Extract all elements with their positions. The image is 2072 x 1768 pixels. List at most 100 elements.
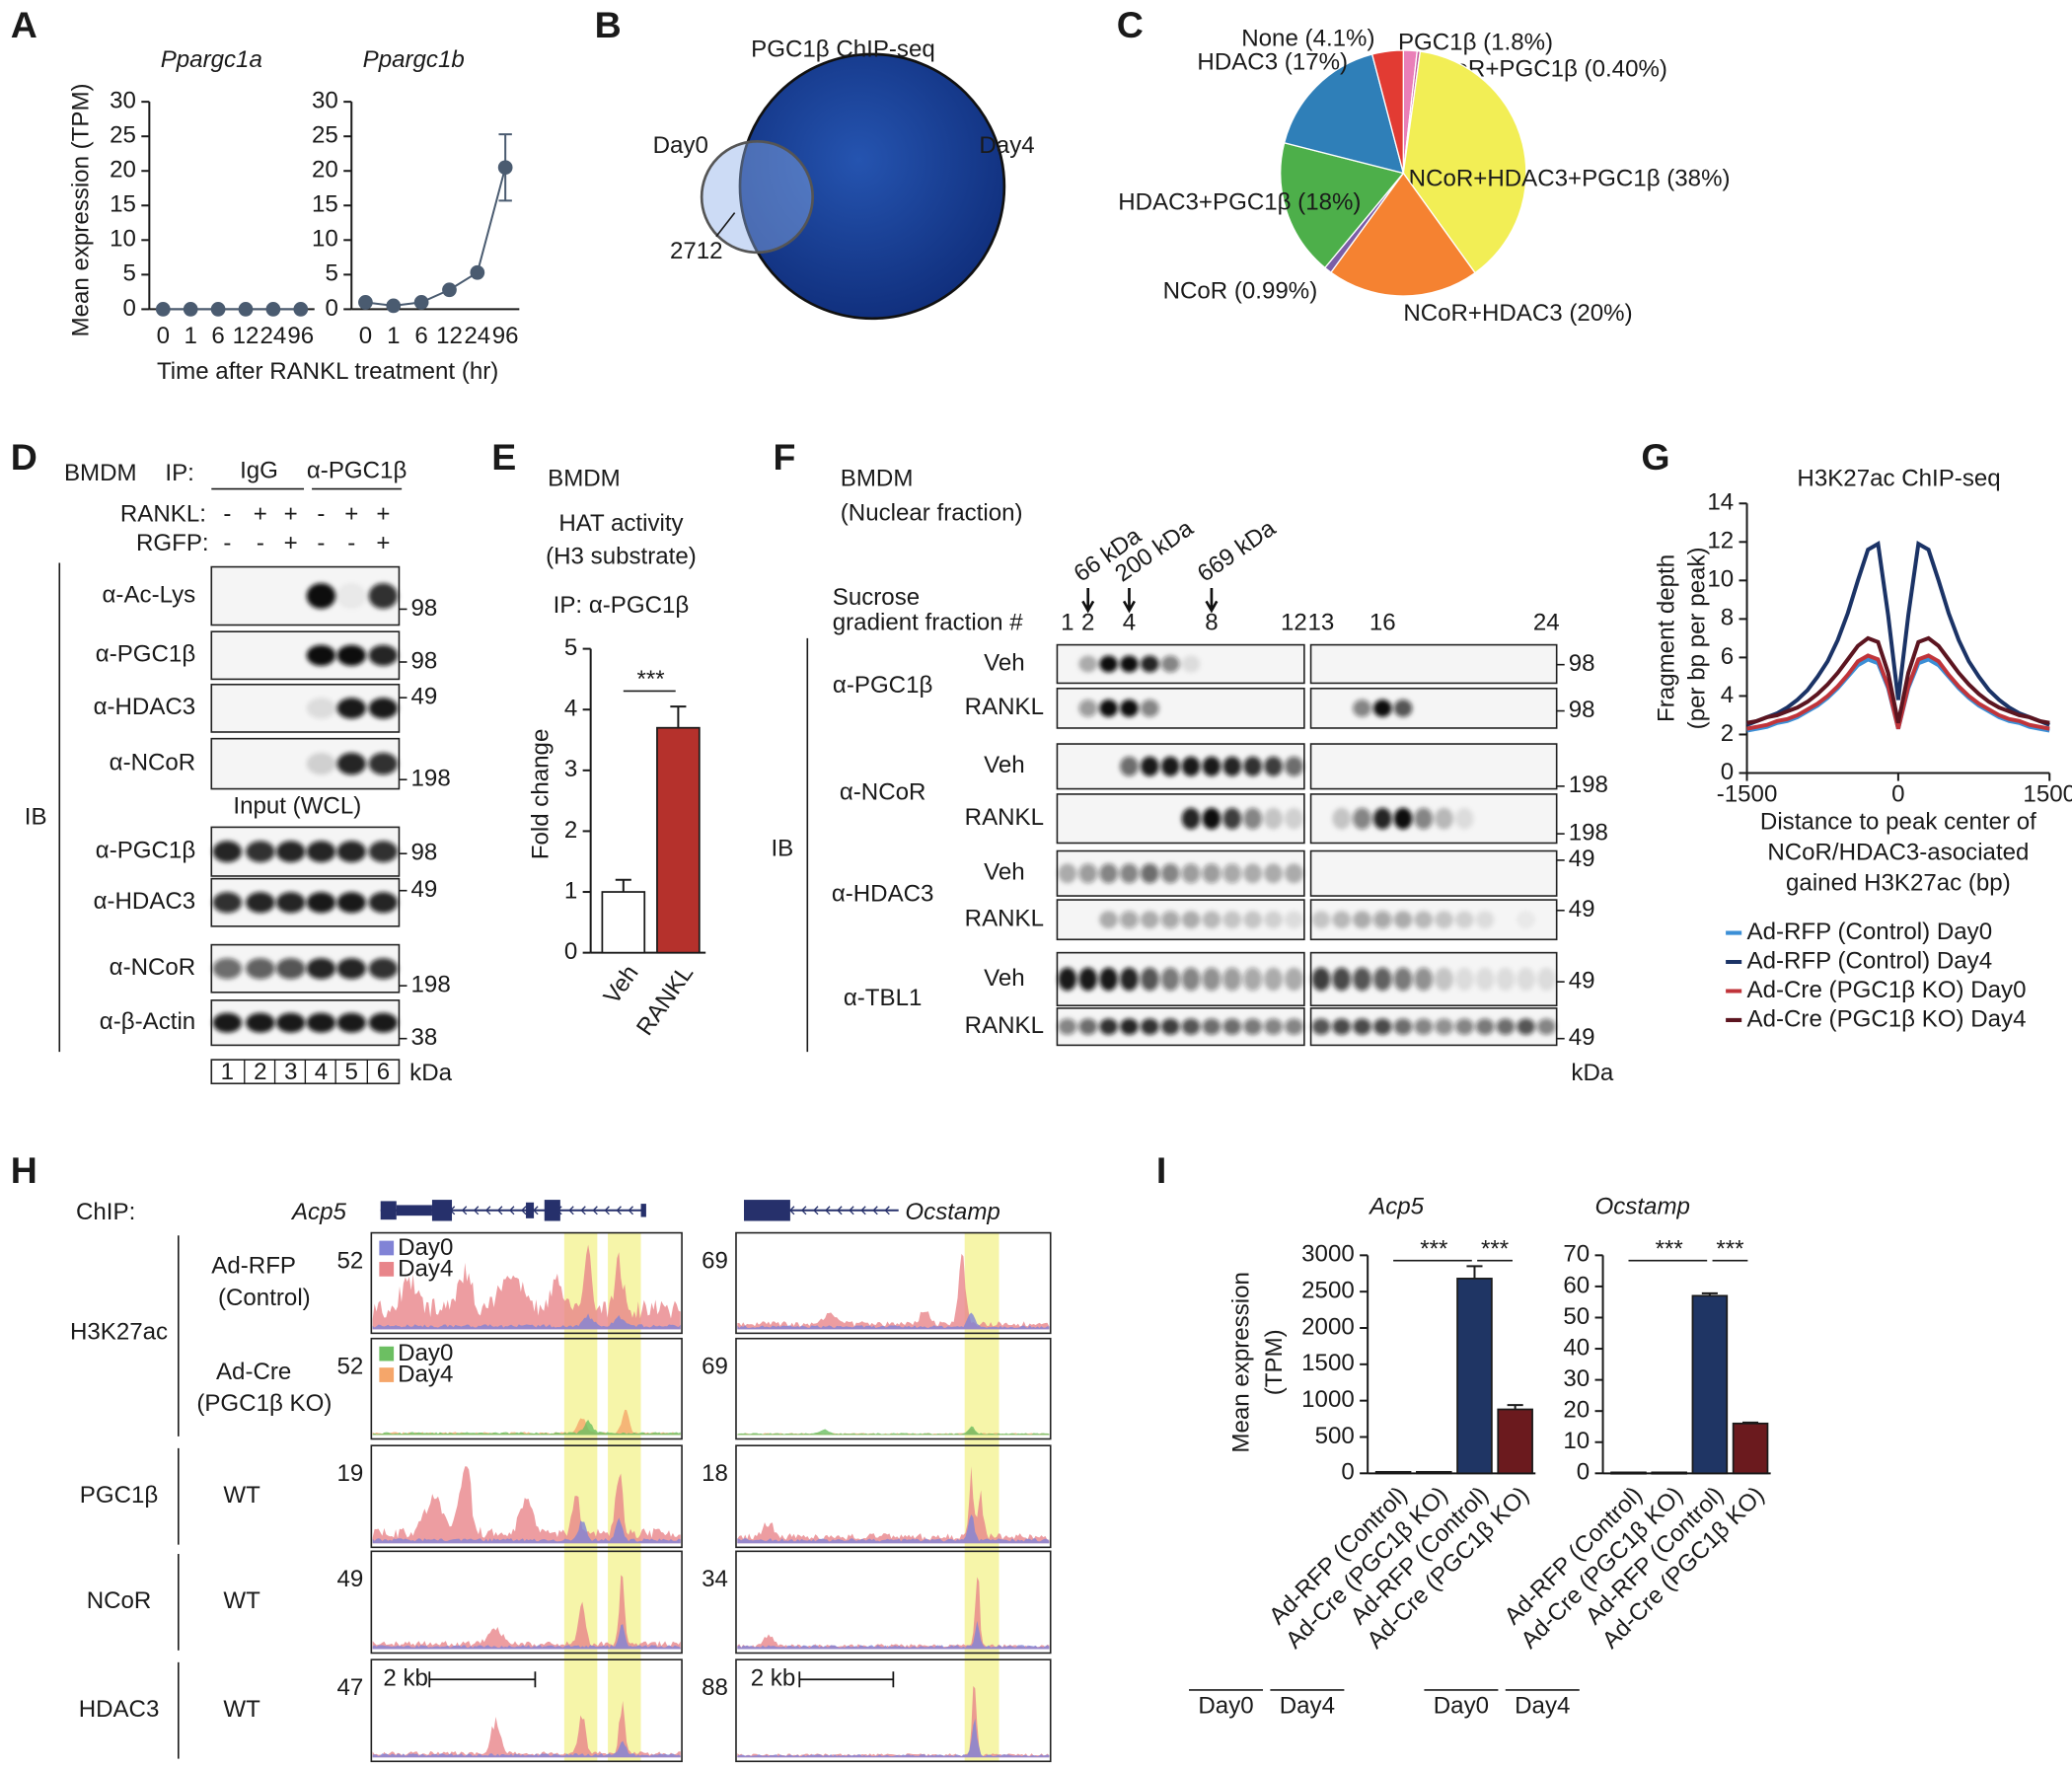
scale-bar-label: 2 kb [383, 1665, 428, 1692]
band [1202, 756, 1221, 776]
treatment-sign: + [376, 530, 390, 556]
blot-frame [1056, 793, 1305, 845]
sample-label: Ad-RFP [211, 1253, 296, 1280]
y-tick-label: 60 [1563, 1272, 1590, 1298]
band [246, 1012, 275, 1033]
fraction-number: 16 [1369, 610, 1396, 636]
band [1475, 911, 1495, 929]
blot-frame [1309, 643, 1558, 685]
band [1353, 700, 1371, 717]
band [1202, 967, 1221, 992]
treatment-sign: - [223, 501, 231, 528]
band [1353, 1018, 1371, 1035]
significance-label: *** [637, 666, 665, 693]
band [1311, 1018, 1331, 1035]
track-frame [735, 1231, 1052, 1335]
series-line [1746, 635, 2050, 725]
band [1264, 807, 1283, 830]
pie-slice [1330, 172, 1476, 297]
bar [1374, 1470, 1412, 1475]
fraction-number: 1 [1061, 610, 1073, 636]
band [1078, 700, 1098, 717]
track-scale: 47 [336, 1674, 363, 1701]
antibody-label: α-NCoR [110, 954, 196, 981]
panel-label: D [11, 436, 37, 478]
band [1140, 911, 1159, 929]
point [386, 298, 402, 314]
band [1160, 911, 1180, 929]
sample-label: (Control) [218, 1285, 311, 1311]
band [1140, 863, 1159, 884]
slice-label: None (4.1%) [1241, 26, 1374, 52]
condition-label: RANKL [965, 694, 1044, 720]
gene-strand [813, 1206, 819, 1216]
y-tick-label: 0 [564, 938, 577, 965]
track-frame [735, 1550, 1052, 1655]
chip-target: NCoR [87, 1587, 152, 1614]
band [368, 958, 399, 980]
antibody-label: α-PGC1β [96, 641, 195, 668]
condition-label: RANKL [965, 906, 1044, 932]
gene-strand [872, 1206, 878, 1216]
group-label: Day0 [1434, 1693, 1489, 1720]
y-tick-label: 1000 [1301, 1386, 1355, 1413]
y-tick-label: 2 [1721, 720, 1734, 747]
point [413, 295, 429, 310]
legend-label: Day0 [398, 1340, 453, 1366]
ip-group: α-PGC1β [307, 458, 407, 484]
arrow [1122, 588, 1136, 614]
band [1243, 911, 1263, 929]
pie-slice [1283, 53, 1405, 175]
panel-label: F [773, 436, 795, 478]
gene-strand [837, 1206, 843, 1216]
lane-number: 3 [284, 1059, 297, 1085]
x-tick-label: RANKL [631, 960, 699, 1040]
band [1078, 967, 1098, 992]
signal-track [372, 1624, 681, 1650]
cell-type: BMDM [841, 466, 914, 492]
band [1160, 863, 1180, 884]
sample-label: WT [223, 1482, 260, 1509]
treatment-sign: - [223, 530, 231, 556]
y-tick-label: 4 [564, 696, 577, 722]
band [1414, 911, 1434, 929]
ib-label: IB [25, 803, 47, 830]
kda-label: 49 [411, 876, 438, 903]
y-axis-label: Mean expression (TPM) [67, 83, 94, 336]
treatment-sign: - [257, 530, 264, 556]
track-scale: 19 [336, 1460, 363, 1487]
band [1353, 807, 1371, 830]
band [1285, 756, 1303, 776]
gene-exon [431, 1200, 453, 1221]
band [1475, 967, 1495, 992]
band [1435, 1018, 1453, 1035]
gradient-label: Sucrose [833, 584, 920, 611]
antibody-label: α-HDAC3 [832, 881, 934, 908]
band [212, 892, 243, 914]
bar [1651, 1471, 1687, 1475]
point [358, 295, 373, 310]
sample-label: WT [223, 1587, 260, 1614]
panel-label: G [1641, 436, 1669, 478]
error-bar [670, 705, 687, 728]
antibody-label: α-PGC1β [833, 672, 932, 699]
band [1222, 1018, 1242, 1035]
slice-label: NCoR+HDAC3+PGC1β (38%) [1409, 166, 1731, 192]
set-label: Day4 [979, 132, 1034, 159]
track-frame [370, 1337, 683, 1440]
track-frame [735, 1444, 1052, 1549]
treatment-sign: - [317, 501, 325, 528]
y-tick-label: 10 [312, 226, 338, 253]
y-axis-label: (per bp per peak) [1683, 547, 1710, 729]
error-bar [1507, 1404, 1523, 1410]
gene-exon [744, 1200, 790, 1221]
band [368, 644, 399, 666]
track-scale: 34 [702, 1566, 728, 1592]
y-axis-label: (TPM) [1261, 1329, 1288, 1395]
scale-bar [428, 1671, 537, 1688]
arrow [1081, 588, 1095, 614]
kda-unit: kDa [1571, 1060, 1613, 1086]
y-tick-label: 2 [564, 817, 577, 844]
kda-label: 49 [1569, 1024, 1595, 1051]
y-tick-label: 5 [325, 260, 337, 287]
